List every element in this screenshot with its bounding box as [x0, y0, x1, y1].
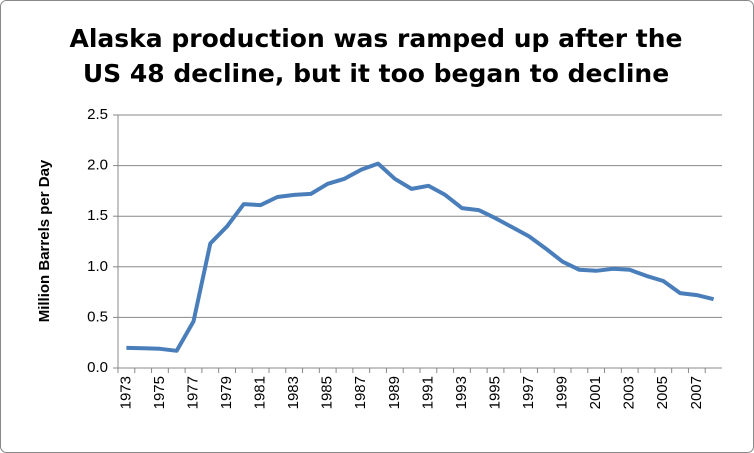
y-axis-label: Million Barrels per Day [36, 159, 53, 322]
x-tick-label: 2005 [654, 376, 671, 409]
x-tick-label: 2003 [621, 376, 638, 409]
x-tick-label: 1979 [218, 376, 235, 409]
y-tick-label: 0.5 [87, 308, 108, 325]
x-tick-label: 1975 [151, 376, 168, 409]
x-tick-label: 1995 [486, 376, 503, 409]
x-tick-label: 1977 [184, 376, 201, 409]
y-tick-label: 0.0 [87, 359, 108, 376]
x-tick-label: 1991 [419, 376, 436, 409]
x-tick-label: 1987 [352, 376, 369, 409]
x-tick-label: 2001 [587, 376, 604, 409]
y-tick-label: 1.0 [87, 258, 108, 275]
x-tick-label: 1999 [554, 376, 571, 409]
x-tick-label: 1989 [386, 376, 403, 409]
data-line [126, 161, 715, 353]
x-tick-label: 1973 [117, 376, 134, 409]
chart-title: Alaska production was ramped up after th… [69, 24, 682, 53]
x-tick-label: 1983 [285, 376, 302, 409]
x-tick-label: 2007 [688, 376, 705, 409]
y-tick-label: 2.0 [87, 157, 108, 174]
y-tick-label: 2.5 [87, 106, 108, 123]
chart-title: US 48 decline, but it too began to decli… [83, 59, 669, 88]
x-tick-label: 1993 [453, 376, 470, 409]
x-tick-label: 1981 [252, 376, 269, 409]
x-tick-label: 1997 [520, 376, 537, 409]
y-tick-label: 1.5 [87, 207, 108, 224]
x-tick-label: 1985 [319, 376, 336, 409]
